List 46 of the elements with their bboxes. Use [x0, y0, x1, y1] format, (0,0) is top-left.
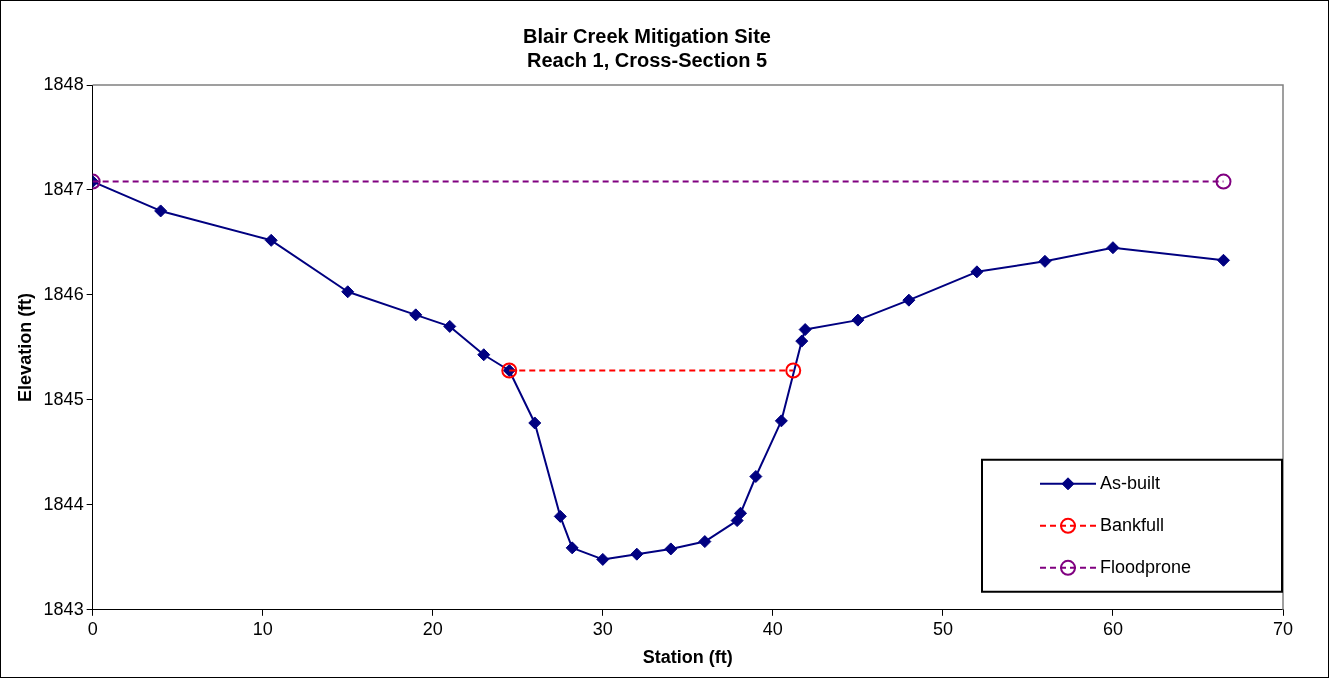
point [795, 334, 809, 348]
point [477, 348, 491, 362]
x-tick-label: 20 [422, 618, 443, 639]
point [553, 509, 567, 523]
point [774, 414, 788, 428]
y-tick-label: 1847 [43, 178, 84, 199]
point [528, 416, 542, 430]
point [698, 535, 712, 549]
point [630, 547, 644, 561]
y-tick-label: 1846 [43, 283, 84, 304]
y-tick-label: 1844 [43, 493, 84, 514]
x-tick-label: 30 [592, 618, 613, 639]
x-tick-label: 50 [932, 618, 953, 639]
x-tick-label: 60 [1102, 618, 1123, 639]
y-tick-label: 1848 [43, 73, 84, 94]
point [1038, 254, 1052, 268]
point [798, 323, 812, 337]
x-axis-title: Station (ft) [642, 647, 733, 668]
chart-title: Blair Creek Mitigation Site Reach 1, Cross-Section 5 [523, 24, 771, 71]
point [664, 542, 678, 556]
point [565, 541, 579, 555]
point [596, 552, 610, 566]
point [734, 506, 748, 520]
x-tick-label: 70 [1272, 618, 1294, 639]
point [851, 313, 865, 327]
y-tick-label: 1845 [43, 388, 84, 409]
point [1216, 253, 1230, 267]
point [902, 293, 916, 307]
x-tick-label: 0 [87, 618, 98, 639]
legend-label: Floodprone [1100, 556, 1192, 577]
point [154, 204, 168, 218]
point [970, 265, 984, 279]
legend-label: As-built [1100, 472, 1161, 493]
y-tick-label: 1843 [43, 598, 84, 619]
x-tick-label: 40 [762, 618, 783, 639]
point [443, 319, 457, 333]
point [749, 470, 763, 483]
x-tick-label: 10 [252, 618, 273, 639]
point [730, 514, 744, 528]
y-axis-title: Elevation (ft) [14, 292, 35, 402]
point [264, 233, 278, 247]
point [785, 362, 802, 379]
point [341, 285, 355, 299]
point [1106, 241, 1120, 255]
point [409, 308, 423, 322]
legend-label: Bankfull [1100, 514, 1165, 535]
